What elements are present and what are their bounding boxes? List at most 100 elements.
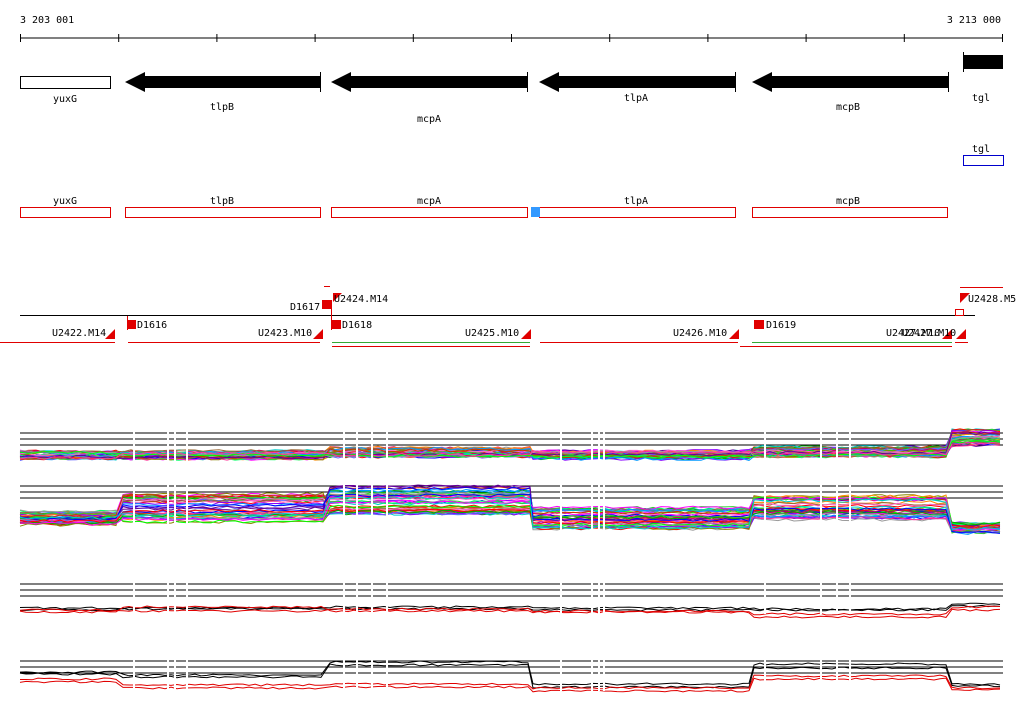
data-gap bbox=[598, 425, 600, 470]
data-gap bbox=[603, 655, 605, 691]
data-gap bbox=[386, 425, 388, 470]
data-gap bbox=[356, 655, 358, 691]
annot-box-yuxG[interactable] bbox=[20, 207, 111, 218]
expression-panel-summary-1 bbox=[19, 578, 1003, 619]
tu-end-U2427-b bbox=[956, 329, 966, 339]
data-gap bbox=[603, 425, 605, 470]
expression-panel-multi-2 bbox=[19, 478, 1003, 540]
data-gap bbox=[133, 655, 135, 691]
promoter-marker-D1617[interactable] bbox=[322, 300, 331, 309]
data-gap bbox=[603, 578, 605, 614]
data-gap bbox=[820, 478, 822, 540]
tu-label-U2425: U2425.M10 bbox=[465, 328, 519, 339]
data-gap bbox=[591, 478, 593, 540]
data-gap bbox=[849, 655, 851, 691]
promoter-label-D1616: D1616 bbox=[137, 320, 167, 331]
annot-label-yuxG: yuxG bbox=[53, 196, 77, 207]
promoter-marker-D1616[interactable] bbox=[127, 320, 136, 329]
data-gap bbox=[174, 578, 176, 614]
promoter-label-D1619: D1619 bbox=[766, 320, 796, 331]
promoter-marker-D1619[interactable] bbox=[754, 320, 764, 329]
data-gap bbox=[167, 425, 169, 470]
data-gap bbox=[598, 578, 600, 614]
annot-label-tlpA: tlpA bbox=[624, 196, 648, 207]
promoter-marker-small bbox=[955, 309, 964, 316]
gene-mcpB-arrow[interactable] bbox=[752, 72, 948, 92]
tu-label-U2422: U2422.M14 bbox=[52, 328, 106, 339]
data-gap bbox=[133, 478, 135, 540]
promoter-label-D1617: D1617 bbox=[290, 302, 320, 313]
data-gap bbox=[386, 578, 388, 614]
ruler-end-label: 3 213 000 bbox=[947, 15, 1001, 26]
tgl-feature-label: tgl bbox=[972, 144, 990, 155]
annot-box-mcpA[interactable] bbox=[331, 207, 528, 218]
gene-label-mcpA: mcpA bbox=[417, 114, 441, 125]
data-gap bbox=[764, 425, 766, 470]
data-gap bbox=[343, 478, 345, 540]
ruler-start-label: 3 203 001 bbox=[20, 15, 74, 26]
transcription-unit-track: U2422.M14 U2423.M10 U2424.M14 U2425.M10 … bbox=[0, 286, 1016, 347]
gene-mcpA-arrow[interactable] bbox=[331, 72, 527, 92]
annot-box-mcpB[interactable] bbox=[752, 207, 948, 218]
data-gap bbox=[356, 478, 358, 540]
data-gap bbox=[836, 425, 838, 470]
annot-box-tlpB[interactable] bbox=[125, 207, 321, 218]
data-gap bbox=[386, 655, 388, 691]
data-gap bbox=[560, 578, 562, 614]
gene-yuxG[interactable] bbox=[20, 76, 111, 89]
expression-panel-multi-1 bbox=[19, 425, 1003, 470]
tu-label-U2427-overlap: U2427.M10 bbox=[902, 328, 956, 339]
annot-label-tlpB: tlpB bbox=[210, 196, 234, 207]
annot-label-mcpA: mcpA bbox=[417, 196, 441, 207]
data-gap bbox=[343, 578, 345, 614]
data-gap bbox=[371, 478, 373, 540]
data-gap bbox=[371, 578, 373, 614]
gene-tgl[interactable] bbox=[963, 55, 1003, 69]
data-gap bbox=[133, 578, 135, 614]
tgl-feature-box[interactable] bbox=[963, 155, 1004, 166]
data-gap bbox=[343, 655, 345, 691]
ruler-ticks bbox=[20, 34, 1003, 42]
annot-blue-marker[interactable] bbox=[531, 207, 540, 217]
tu-label-U2427: U2427.M10 bbox=[886, 328, 940, 339]
data-gap bbox=[603, 478, 605, 540]
gene-tlpB-arrow[interactable] bbox=[125, 72, 320, 92]
tu-end-U2427-a bbox=[942, 329, 952, 339]
data-gap bbox=[849, 425, 851, 470]
data-gap bbox=[174, 425, 176, 470]
tu-label-U2426: U2426.M10 bbox=[673, 328, 727, 339]
tu-start-U2428 bbox=[960, 293, 970, 303]
data-gap bbox=[764, 578, 766, 614]
annot-box-tlpA[interactable] bbox=[539, 207, 736, 218]
gene-label-tgl: tgl bbox=[972, 93, 990, 104]
gene-tlpA-arrow[interactable] bbox=[539, 72, 735, 92]
data-gap bbox=[343, 425, 345, 470]
promoter-marker-D1618[interactable] bbox=[332, 320, 341, 329]
tu-label-U2428: U2428.M5 bbox=[968, 294, 1016, 305]
data-gap bbox=[820, 655, 822, 691]
data-gap bbox=[167, 578, 169, 614]
data-gap bbox=[836, 478, 838, 540]
gene-track: yuxG tlpB mcpA tlpA mcpB tgl bbox=[20, 52, 1003, 125]
data-gap bbox=[371, 425, 373, 470]
gene-label-yuxG: yuxG bbox=[53, 94, 77, 105]
promoter-label-D1618: D1618 bbox=[342, 320, 372, 331]
annotation-row: yuxG tlpB mcpA tlpA mcpB bbox=[20, 196, 948, 218]
data-gap bbox=[591, 655, 593, 691]
data-gap bbox=[174, 655, 176, 691]
data-gap bbox=[186, 478, 188, 540]
data-gap bbox=[849, 478, 851, 540]
data-gap bbox=[186, 425, 188, 470]
data-gap bbox=[560, 478, 562, 540]
tu-end-U2423 bbox=[313, 329, 323, 339]
summary-trace bbox=[19, 605, 1000, 616]
tu-label-U2424: U2424.M14 bbox=[334, 294, 388, 305]
data-gap bbox=[371, 655, 373, 691]
data-gap bbox=[820, 578, 822, 614]
gene-label-tlpB: tlpB bbox=[210, 102, 234, 113]
data-gap bbox=[133, 425, 135, 470]
data-gap bbox=[186, 655, 188, 691]
tu-label-U2423: U2423.M10 bbox=[258, 328, 312, 339]
gene-label-mcpB: mcpB bbox=[836, 102, 860, 113]
